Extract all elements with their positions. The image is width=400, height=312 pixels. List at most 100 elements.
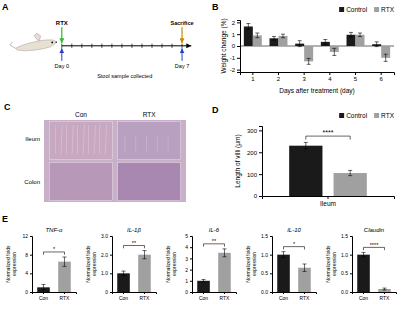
y-tick-mark: [30, 273, 32, 274]
y-tick-mark: [110, 236, 112, 237]
annotation: Stool sample collected: [97, 73, 152, 79]
bar: [277, 255, 290, 292]
y-axis-title: Weight change (%): [220, 18, 228, 73]
x-axis: ConRTX: [353, 292, 397, 301]
y-tick-mark: [259, 152, 262, 153]
y-tick: 1.0: [261, 252, 272, 258]
villus: [146, 137, 147, 151]
bar: [117, 273, 130, 292]
x-tick: RTX: [60, 292, 71, 301]
bar-panel: 04812ConRTX*TNF-α: [22, 227, 76, 301]
y-axis-title-line: Weight change (%): [220, 18, 228, 73]
arrow: [61, 27, 62, 43]
legend: ControlRTX: [339, 112, 395, 119]
villus: [157, 137, 158, 151]
legend-swatch: [374, 113, 379, 118]
x-tick: 4: [328, 72, 332, 82]
y-axis-title-line: expression: [171, 252, 177, 276]
annotation: RTX: [143, 111, 157, 118]
timeline-tick: [61, 44, 62, 48]
timeline-tick: [81, 44, 82, 48]
y-tick-label: 1.0: [261, 252, 268, 258]
mouse-body: [16, 40, 57, 51]
error-bar: [255, 33, 259, 38]
bar: [357, 255, 370, 292]
error-bar: [375, 42, 379, 47]
y-axis-line: [237, 21, 241, 73]
y-tick: 0: [254, 193, 262, 199]
y-axis-title-line: Length of villi (μm): [234, 134, 242, 187]
x-tick-label: 1: [251, 76, 255, 82]
bar-panel: -2-1012123456: [230, 20, 395, 82]
y-tick: 3: [185, 256, 192, 262]
significance-label: **: [212, 238, 217, 244]
y-tick-mark: [259, 130, 262, 131]
x-tick-label: Ileum: [320, 200, 336, 207]
y-tick: 1: [232, 32, 240, 38]
marks: [277, 252, 311, 292]
y-tick-mark: [270, 273, 272, 274]
x-tick-label: 2: [277, 76, 281, 82]
bar-panel: 012345ConRTX**IL-6: [185, 227, 236, 301]
y-tick-label: 5: [185, 233, 188, 239]
y-tick-label: 0: [232, 43, 236, 49]
y-tick-mark: [190, 236, 192, 237]
y-tick: 300: [247, 128, 262, 134]
figure: ARTXSacrificeDay 0Day 7Stool sample coll…: [0, 0, 400, 312]
title: Claudin: [364, 227, 385, 233]
y-tick-mark: [259, 196, 262, 197]
y-tick: 2.0: [101, 252, 112, 258]
y-tick: 4: [185, 244, 192, 250]
y-axis: -2-1012: [230, 20, 241, 73]
x-axis: Ileum: [263, 196, 395, 207]
x-tick-mark: [381, 72, 382, 75]
annotation: A: [2, 2, 9, 12]
x-axis: 123456: [241, 72, 395, 82]
error-bar: [272, 37, 276, 41]
y-tick: 4: [25, 270, 32, 276]
x-tick: 3: [302, 72, 306, 82]
y-tick-mark: [110, 255, 112, 256]
villus: [66, 125, 67, 155]
annotation: Ileum: [25, 136, 40, 142]
legend-label: RTX: [381, 112, 395, 119]
image-block: [50, 122, 112, 160]
x-tick-label: RTX: [60, 295, 71, 301]
y-tick-mark: [190, 258, 192, 259]
y-tick: -2: [230, 67, 240, 73]
legend-item: RTX: [374, 6, 395, 13]
annotation: RTX: [56, 20, 68, 26]
annotation: Colon: [24, 179, 40, 185]
villus: [105, 125, 106, 155]
annotation: Con: [75, 111, 87, 118]
error-bar: [382, 288, 386, 290]
y-axis: 012345: [185, 233, 192, 295]
y-tick-label: 0: [254, 193, 258, 199]
y-tick: 100: [247, 172, 262, 178]
y-tick-mark: [237, 22, 240, 23]
y-tick-label: 12: [22, 233, 28, 239]
y-tick: 0: [105, 289, 112, 295]
arrow: [181, 27, 182, 43]
timeline-tick: [101, 44, 102, 48]
x-tick: Con: [39, 292, 48, 301]
timeline-tick: [182, 44, 183, 48]
title: TNF-α: [45, 227, 63, 233]
y-axis-title: Normalized foldsexpression: [5, 245, 17, 283]
legend: ControlRTX: [339, 6, 395, 13]
title: IL-6: [209, 227, 220, 233]
x-axis: Con RTX: [33, 292, 77, 301]
image-block: [50, 163, 112, 201]
x-tick: 1: [251, 72, 255, 82]
y-tick-mark: [190, 270, 192, 271]
annotation: Day 0: [55, 63, 69, 69]
y-tick: 200: [247, 150, 262, 156]
panel-letter: E: [2, 214, 8, 224]
y-tick: 2: [232, 20, 240, 26]
y-tick-label: 0.0: [261, 289, 268, 295]
timeline-tick: [131, 44, 132, 48]
significance-label: *: [53, 246, 56, 252]
error-bar: [348, 170, 352, 175]
marks: [289, 142, 367, 196]
y-tick-label: 0: [25, 289, 28, 295]
